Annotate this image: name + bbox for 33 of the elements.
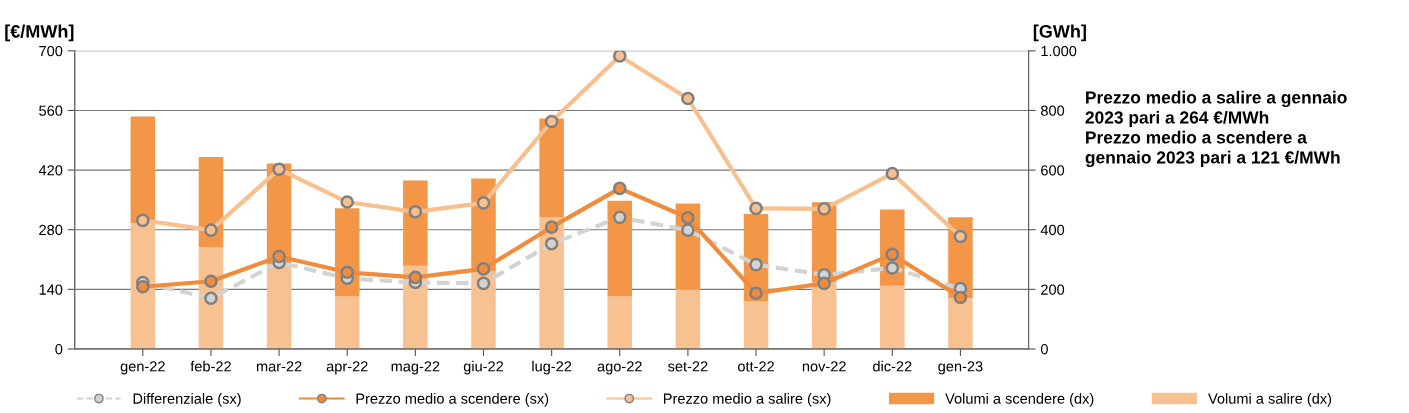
x-tick-label: dic-22: [873, 360, 912, 372]
legend-label: Volumi a scendere (dx): [945, 393, 1094, 407]
x-tick-label: ott-22: [738, 361, 774, 372]
x-tick-label: nov-22: [802, 361, 846, 372]
x-tick-label: mag-22: [391, 361, 440, 375]
legend-label: Prezzo medio a salire (sx): [663, 393, 831, 407]
legend-label: Differenziale (sx): [133, 393, 241, 407]
x-tick-label: ago-22: [597, 361, 642, 375]
y-tick-label: 0: [55, 344, 63, 355]
y2-tick-label: 800: [1041, 105, 1065, 116]
y-axis-title: [€/MWh]: [5, 24, 74, 42]
y2-axis-title: [GWh]: [1033, 24, 1086, 42]
y2-tick-label: 0: [1040, 344, 1048, 355]
x-tick-label: lug-22: [532, 360, 572, 375]
y-tick-label: 420: [38, 165, 63, 176]
x-tick-label: apr-22: [326, 361, 368, 375]
legend-label: Prezzo medio a scendere (sx): [356, 393, 549, 407]
x-tick-label: feb-22: [190, 360, 231, 372]
x-tick-label: set-22: [668, 361, 708, 372]
y-tick-label: 280: [39, 224, 63, 236]
y2-tick-label: 1.000: [1041, 45, 1077, 57]
y-tick-label: 700: [39, 45, 63, 57]
y2-tick-label: 200: [1041, 284, 1065, 295]
y2-tick-label: 600: [1041, 165, 1065, 176]
legend-label: Volumi a salire (dx): [1208, 393, 1332, 407]
x-tick-label: mar-22: [256, 361, 302, 372]
x-tick-label: gen-23: [938, 361, 983, 375]
x-tick-label: giu-22: [463, 360, 504, 375]
y-tick-label: 560: [39, 105, 63, 116]
text: Prezzo medio a salire a gennaio 2023 pari a 264 €/MWh Prezzo medio a scendere a gennaio 2023 pari a 121 €/MWh: [1085, 90, 1347, 168]
y2-tick-label: 400: [1040, 224, 1065, 236]
y-tick-label: 140: [39, 284, 63, 295]
x-tick-label: gen-22: [120, 361, 165, 375]
